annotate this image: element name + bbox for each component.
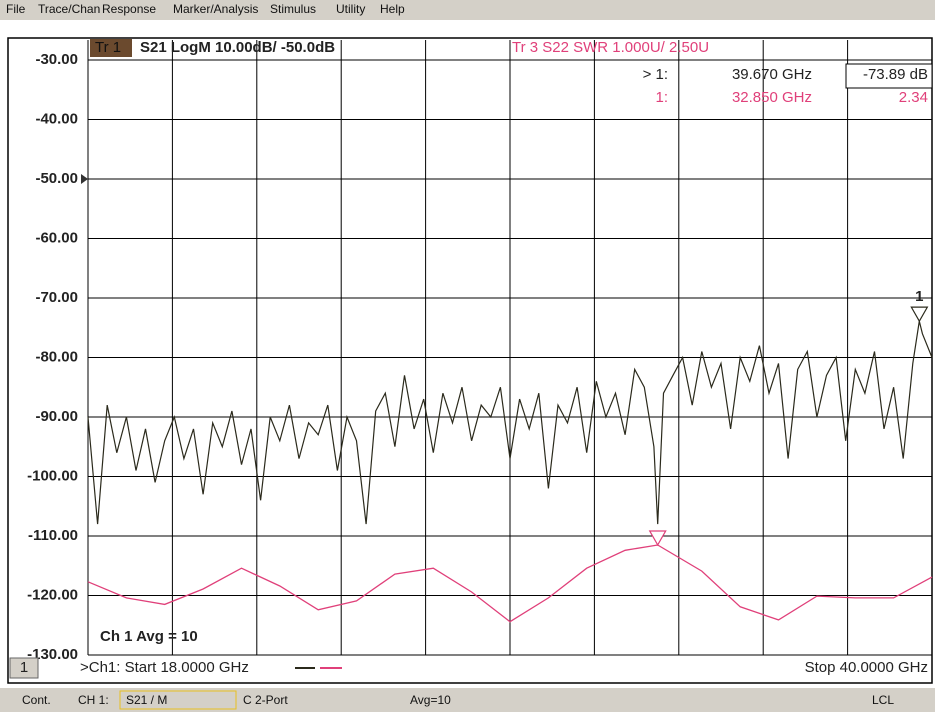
menu-item[interactable]: Help xyxy=(380,2,405,16)
y-tick-label: -130.00 xyxy=(27,646,78,663)
start-label: >Ch1: Start 18.0000 GHz xyxy=(80,659,249,676)
grid: -30.00 -40.00 -50.00 -60.00 -70.00 -80.00 -90.… xyxy=(27,40,933,663)
y-tick-label: -110.00 xyxy=(28,527,78,544)
status-item: LCL xyxy=(872,693,894,707)
stop-label: Stop 40.0000 GHz xyxy=(805,659,928,676)
trace-s22 xyxy=(87,544,933,623)
channel-number: 1 xyxy=(20,659,28,676)
readout-x: 39.670 GHz xyxy=(732,66,812,83)
status-item: Cont. xyxy=(22,693,51,707)
y-tick-label: -50.00 xyxy=(35,170,78,187)
menu-item[interactable]: Utility xyxy=(336,2,365,16)
trace1-header: S21 LogM 10.00dB/ -50.0dB xyxy=(140,39,335,56)
y-tick-label: -80.00 xyxy=(35,348,78,365)
marker-id: 1 xyxy=(915,288,923,305)
menu-item[interactable]: Stimulus xyxy=(270,2,316,16)
avg-label: Ch 1 Avg = 10 xyxy=(100,628,198,645)
status-item: S21 / M xyxy=(126,693,167,707)
marker xyxy=(910,306,929,323)
channel-box xyxy=(9,657,39,679)
display-frame xyxy=(7,37,933,684)
marker xyxy=(648,530,667,547)
status-item: Avg=10 xyxy=(410,693,451,707)
trace3-header: Tr 3 S22 SWR 1.000U/ 2.50U xyxy=(512,39,709,56)
readout-box xyxy=(845,63,933,89)
trace-tag-box xyxy=(90,39,132,57)
readout-prefix: 1: xyxy=(655,89,668,106)
status-item: C 2-Port xyxy=(243,693,288,707)
menu-bar xyxy=(0,0,935,20)
menu-item[interactable]: Response xyxy=(102,2,156,16)
y-tick-label: -30.00 xyxy=(35,51,78,68)
menu-item[interactable]: Trace/Chan xyxy=(38,2,100,16)
status-highlight xyxy=(119,690,237,710)
reference-marker xyxy=(81,173,88,184)
y-tick-label: -100.00 xyxy=(27,467,78,484)
readout-x: 32.850 GHz xyxy=(732,89,812,106)
y-tick-label: -70.00 xyxy=(35,289,78,306)
y-tick-label: -120.00 xyxy=(27,586,78,603)
trace-s21 xyxy=(87,320,933,525)
readout-value: -73.89 dB xyxy=(863,66,928,83)
trace-tag: Tr 1 xyxy=(95,39,121,56)
y-tick-label: -90.00 xyxy=(35,408,78,425)
status-bar xyxy=(0,688,935,712)
readout-value: 2.34 xyxy=(899,89,928,106)
menu-item[interactable]: File xyxy=(6,2,26,16)
menu-item[interactable]: Marker/Analysis xyxy=(173,2,258,16)
readout-prefix: > 1: xyxy=(643,66,668,83)
status: Cont. CH 1: S21 / M C 2-Port Avg=10 LCL xyxy=(22,693,894,707)
menu: File Trace/Chan Response Marker/Analysis Sti… xyxy=(6,2,405,16)
y-tick-label: -40.00 xyxy=(35,110,78,127)
plot: 1 > 1: 39.670 GHz -73.89 dB 1: 32.850 GHz 2.34 xyxy=(87,66,933,623)
status-item: CH 1: xyxy=(78,693,109,707)
y-tick-label: -60.00 xyxy=(35,229,78,246)
